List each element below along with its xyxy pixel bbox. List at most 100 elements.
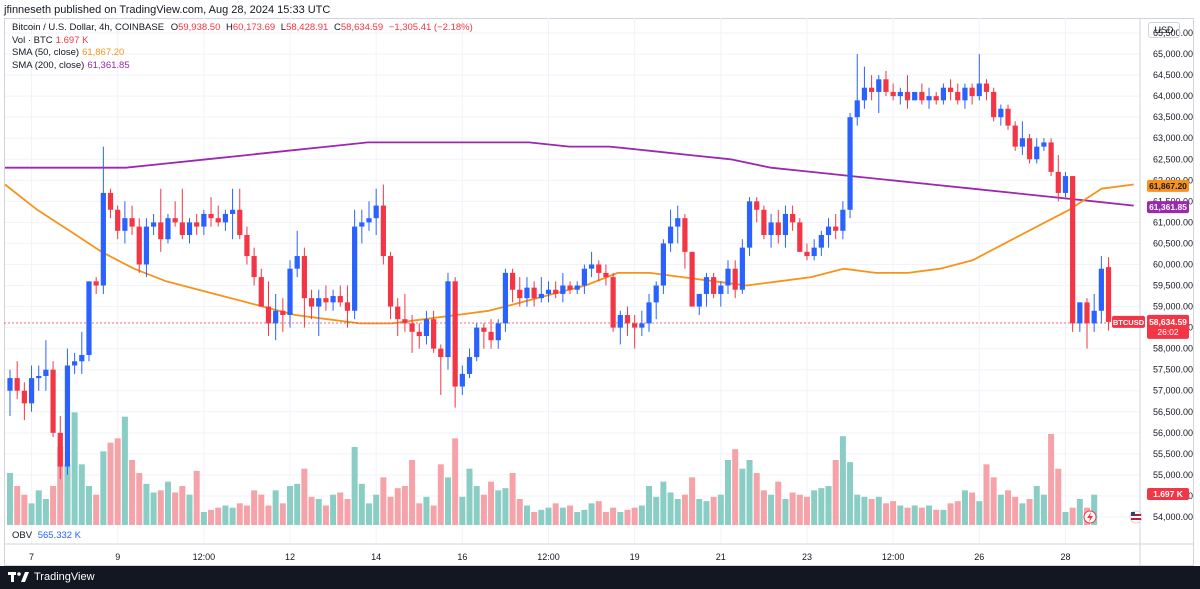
x-tick-label: 12:00 [193,552,216,562]
currency-button[interactable]: USD [1148,22,1180,38]
volume-bar [409,460,416,525]
candle [194,213,200,236]
candle-body [969,87,975,97]
candle [775,209,781,244]
candle [273,293,279,341]
volume-bar [28,503,35,525]
candle [237,188,243,240]
candles [7,54,1112,480]
legend-sma50-row[interactable]: SMA (50, close) 61,867.20 [12,47,473,60]
candle [1098,256,1104,324]
volume-bar [847,462,854,525]
volume-bar [983,464,990,525]
flag-icon-canton [1131,512,1135,516]
candle [100,146,106,294]
candle [983,79,990,101]
candle-body [136,226,142,265]
candle [1005,104,1011,130]
candle-body [366,218,372,223]
candle-body [172,218,178,223]
volume-bar [222,505,229,525]
x-tick-label: 12 [285,552,295,562]
candle [431,310,437,353]
candle-body [416,331,422,337]
candle-body [754,201,760,210]
price-badge-value: 58,634.59 [1149,317,1187,327]
candle-body [1026,138,1033,160]
candle [517,277,523,307]
volume-bar [732,449,739,525]
legend-sma200-row[interactable]: SMA (200, close) 61,361.85 [12,60,473,73]
volume-bar [164,481,171,525]
candle [840,201,846,240]
candle-body [861,87,868,101]
legend-volume-row[interactable]: Vol · BTC 1.697 K [12,35,473,48]
candle [833,213,839,240]
sma50-badge-text: 61,867.20 [1149,181,1187,191]
candle-body [703,277,710,294]
volume-bar [308,496,315,525]
flag-icon-stripe [1131,518,1141,520]
volume-bar [588,503,595,525]
volume-bar [861,496,868,525]
candle-body [940,87,946,101]
candle-body [43,369,49,377]
sma50-badge: 61,867.20 [1147,179,1189,192]
candle-body [445,281,451,358]
candle [366,201,372,231]
candle-body [624,314,631,324]
volume-bar [818,488,825,525]
candle-body [1105,267,1112,322]
candle-body [818,235,824,248]
candle [373,188,379,236]
volume-bar [85,486,92,525]
volume-bar [825,486,832,525]
candle-body [308,298,315,307]
candle [632,314,638,349]
volume-bar [725,460,731,525]
volume-bar [208,509,215,525]
candle [790,205,796,231]
x-tick-label: 14 [371,552,381,562]
candle [143,218,150,278]
candle-body [897,91,903,97]
ohlc-low: L58,428.91 [280,22,329,33]
candle-body [1055,171,1061,193]
candle-body [488,331,494,341]
volume-bar [387,496,394,525]
candle-body [28,378,35,404]
candle [588,251,595,278]
volume-bar [574,512,581,525]
candle-body [1034,146,1040,160]
candle [883,70,889,97]
candle-body [646,302,652,324]
candle [818,230,824,257]
candle [201,209,207,236]
candle [43,340,49,391]
candle [660,239,666,294]
volume-bar [236,503,243,525]
volume-bar [35,490,42,525]
volume-bar [14,486,21,525]
candle-body [890,91,896,97]
x-axis-labels: 7 9 12:00 12 14 16 12:00 19 21 23 12:00 26 28 [29,552,1070,562]
candle [912,91,918,101]
tradingview-logo[interactable]: TradingView [8,571,95,583]
candle-body [660,243,666,286]
candle [50,361,56,438]
candle-body [1005,108,1011,126]
volume-bar [330,494,337,525]
volume-bar [193,470,200,525]
candle-body [790,213,796,223]
candle [179,188,185,240]
sma200-line [5,141,1134,207]
volume-bar [516,499,523,525]
candle [402,293,408,332]
candle [452,277,458,408]
volume-bar [1076,499,1083,525]
obv-legend[interactable]: OBV 565.332 K [12,530,81,541]
candle [904,75,911,109]
volume-bar [50,486,57,525]
